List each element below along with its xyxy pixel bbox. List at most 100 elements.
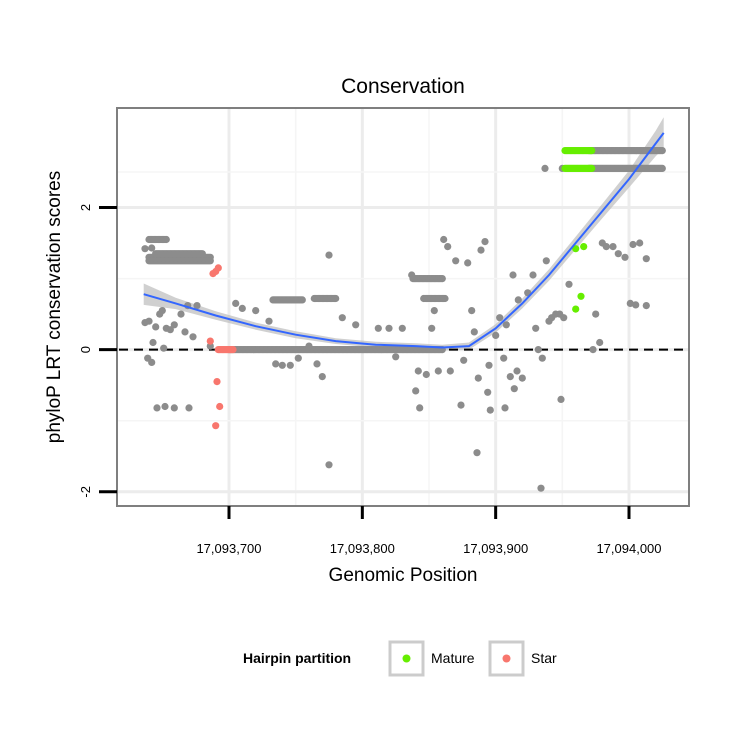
other-point — [560, 314, 568, 322]
other-point — [614, 250, 622, 258]
other-point — [438, 275, 446, 283]
other-point — [609, 243, 617, 251]
other-point — [162, 235, 170, 244]
legend-label-star: Star — [531, 650, 557, 666]
other-point — [542, 257, 550, 265]
other-point — [434, 367, 442, 375]
other-point — [509, 271, 517, 279]
x-tick-label: 17,093,900 — [463, 541, 528, 556]
other-point — [148, 244, 156, 252]
other-point — [338, 314, 346, 322]
x-tick-label: 17,093,700 — [196, 541, 261, 556]
other-point — [325, 461, 333, 469]
other-point — [621, 253, 629, 261]
other-point — [278, 361, 286, 369]
other-point — [502, 321, 510, 329]
other-point — [658, 164, 666, 172]
other-point — [481, 238, 489, 246]
other-point — [305, 342, 313, 350]
other-point — [416, 404, 424, 412]
other-point — [492, 331, 500, 339]
other-point — [193, 302, 201, 310]
loess-line — [143, 132, 665, 349]
legend-label-mature: Mature — [431, 650, 475, 666]
x-tick-label: 17,093,800 — [330, 541, 395, 556]
smooth-trend-line — [143, 132, 665, 349]
other-point — [589, 346, 597, 354]
other-point — [374, 324, 382, 332]
other-point — [408, 271, 416, 279]
other-point — [414, 367, 422, 375]
legend-symbol-mature — [402, 654, 411, 663]
other-point — [294, 354, 302, 362]
other-point — [484, 388, 492, 396]
other-point — [422, 370, 430, 379]
other-point — [506, 373, 514, 381]
other-point — [592, 310, 600, 318]
other-point — [298, 296, 306, 304]
other-point — [428, 324, 436, 332]
other-point — [658, 147, 666, 155]
other-point — [170, 321, 178, 329]
other-point — [161, 402, 169, 411]
mature-point — [572, 305, 580, 313]
other-point — [473, 449, 481, 457]
other-point — [313, 360, 321, 368]
mature-point — [588, 164, 596, 172]
other-point — [486, 406, 494, 414]
other-point — [596, 338, 604, 347]
other-point — [149, 338, 157, 347]
other-point — [160, 344, 168, 352]
other-point — [392, 353, 400, 361]
other-point — [440, 235, 448, 244]
other-point — [446, 367, 454, 375]
other-point — [642, 302, 650, 310]
star-point — [212, 422, 220, 430]
other-point — [441, 294, 449, 303]
mature-point — [572, 245, 580, 253]
other-point — [468, 307, 476, 315]
other-point — [474, 374, 482, 382]
mature-point — [580, 243, 588, 251]
other-point — [398, 324, 406, 332]
other-point — [518, 374, 526, 382]
other-point — [557, 395, 565, 403]
other-point — [510, 385, 518, 393]
other-point — [602, 243, 610, 251]
legend: Hairpin partition Mature Star — [243, 640, 557, 677]
data-points — [141, 147, 666, 492]
other-point — [514, 296, 522, 304]
other-point — [412, 387, 420, 395]
mature-point — [588, 147, 596, 155]
plot-panel — [116, 107, 690, 507]
other-point — [145, 317, 153, 325]
other-point — [206, 342, 214, 350]
legend-title: Hairpin partition — [243, 650, 351, 666]
other-point — [460, 356, 468, 364]
y-tick-label: 0 — [78, 346, 93, 353]
other-point — [538, 354, 546, 362]
star-point — [214, 264, 222, 272]
other-point — [153, 404, 161, 412]
other-point — [185, 404, 193, 412]
other-point — [385, 324, 393, 332]
other-point — [444, 243, 452, 251]
other-point — [318, 373, 326, 381]
other-point — [430, 307, 438, 315]
y-tick-label: -2 — [78, 486, 93, 498]
other-point — [189, 333, 197, 341]
other-point — [177, 310, 185, 318]
other-point — [265, 317, 273, 325]
other-point — [252, 307, 260, 315]
other-point — [286, 361, 294, 369]
star-point — [213, 378, 221, 386]
other-point — [238, 304, 246, 312]
other-point — [206, 257, 214, 265]
other-point — [636, 239, 644, 247]
other-point — [500, 354, 508, 362]
other-point — [485, 361, 493, 369]
other-point — [141, 245, 149, 253]
other-point — [477, 246, 485, 254]
other-point — [232, 299, 240, 307]
